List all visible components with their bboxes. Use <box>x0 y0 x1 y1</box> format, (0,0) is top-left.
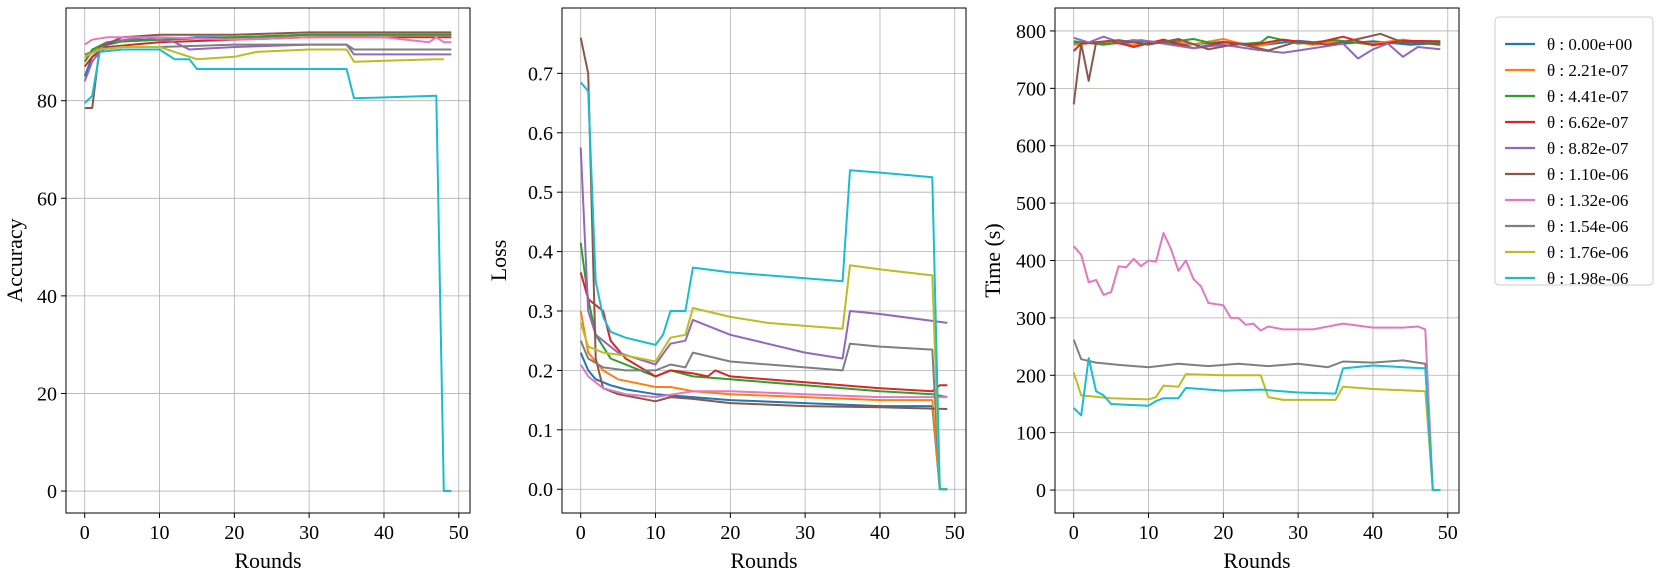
y-tick-label: 700 <box>1016 78 1046 100</box>
series-line-7 <box>1072 232 1441 491</box>
y-tick-label: 0 <box>1036 480 1046 502</box>
x-tick-label: 10 <box>1139 522 1159 544</box>
legend-entry-label: θ : 6.62e-07 <box>1547 113 1629 132</box>
y-tick-label: 60 <box>37 188 57 210</box>
y-tick-label: 0.6 <box>528 123 553 145</box>
legend-entry-label: θ : 2.21e-07 <box>1547 61 1629 80</box>
series-line-6 <box>579 37 948 410</box>
x-tick-label: 40 <box>374 522 394 544</box>
y-tick-label: 20 <box>37 383 57 405</box>
x-tick-label: 20 <box>720 522 740 544</box>
y-axis-label: Time (s) <box>980 223 1005 297</box>
x-axis-label: Rounds <box>730 548 797 573</box>
series-group <box>83 31 452 492</box>
x-tick-label: 10 <box>646 522 666 544</box>
y-axis-label: Accuracy <box>2 218 27 302</box>
series-line-8 <box>579 340 948 491</box>
legend-entry-label: θ : 1.98e-06 <box>1547 269 1628 288</box>
series-line-1 <box>579 352 948 491</box>
series-line-6 <box>1072 32 1441 105</box>
y-tick-label: 40 <box>37 286 57 308</box>
y-tick-label: 100 <box>1016 423 1046 445</box>
legend-entry-label: θ : 4.41e-07 <box>1547 87 1629 106</box>
y-tick-label: 0.5 <box>528 182 553 204</box>
x-tick-label: 50 <box>1438 522 1458 544</box>
series-group <box>1072 32 1441 491</box>
legend-entry-label: θ : 0.00e+00 <box>1547 35 1632 54</box>
legend-entry-label: θ : 1.32e-06 <box>1547 191 1628 210</box>
series-line-10 <box>579 81 948 491</box>
y-tick-label: 500 <box>1016 193 1046 215</box>
x-tick-label: 30 <box>299 522 319 544</box>
y-tick-label: 400 <box>1016 251 1046 273</box>
legend-entry-label: θ : 1.10e-06 <box>1547 165 1628 184</box>
x-tick-label: 0 <box>80 522 90 544</box>
series-line-6 <box>84 31 452 109</box>
axes-frame <box>561 7 967 514</box>
y-tick-label: 0.3 <box>528 301 553 323</box>
y-axis-label: Loss <box>486 240 511 282</box>
accuracy-panel: 0 10 20 30 40 50 0 20 40 60 80 Rounds Accuracy <box>2 7 471 573</box>
y-tick-label: 0.0 <box>528 479 553 501</box>
y-tick-label: 80 <box>37 91 57 113</box>
legend-entry-label: θ : 1.54e-06 <box>1547 217 1628 236</box>
x-tick-label: 40 <box>870 522 890 544</box>
series-group <box>579 37 948 491</box>
y-tick-label: 800 <box>1016 21 1046 43</box>
time-panel: 0 10 20 30 40 500100200300400500600700800Roun… <box>980 7 1460 573</box>
x-axis-label: Rounds <box>234 548 301 573</box>
x-tick-label: 30 <box>795 522 815 544</box>
series-line-9 <box>84 46 444 63</box>
x-tick-label: 0 <box>576 522 586 544</box>
x-tick-label: 40 <box>1363 522 1383 544</box>
x-axis-label: Rounds <box>1223 548 1290 573</box>
x-tick-label: 20 <box>224 522 244 544</box>
legend-frame <box>1494 16 1654 286</box>
y-tick-label: 0.2 <box>528 360 553 382</box>
series-line-7 <box>84 36 452 46</box>
series-line-9 <box>1072 372 1441 491</box>
series-line-8 <box>1072 339 1441 491</box>
series-line-4 <box>579 272 948 393</box>
series-line-5 <box>579 147 948 366</box>
y-tick-label: 0.4 <box>528 242 553 264</box>
legend-entry-label: θ : 8.82e-07 <box>1547 139 1629 158</box>
x-tick-label: 50 <box>449 522 469 544</box>
y-tick-label: 0.1 <box>528 420 553 442</box>
y-tick-label: 300 <box>1016 308 1046 330</box>
series-line-10 <box>84 48 452 492</box>
x-tick-label: 50 <box>945 522 965 544</box>
x-tick-label: 30 <box>1288 522 1308 544</box>
series-line-9 <box>579 264 948 491</box>
y-tick-label: 600 <box>1016 136 1046 158</box>
y-tick-label: 200 <box>1016 365 1046 387</box>
series-line-10 <box>1072 357 1441 491</box>
axes-frame <box>65 7 471 514</box>
series-line-2 <box>579 310 948 491</box>
y-tick-label: 0.7 <box>528 63 553 85</box>
loss-panel: 0 10 20 30 40 50 0.0 0.1 0.2 0.3 0.4 0.5 0.6 0.7 Round… <box>486 7 967 573</box>
x-tick-label: 0 <box>1069 522 1079 544</box>
y-tick-label: 0 <box>47 481 57 503</box>
legend-entry-label: θ : 1.76e-06 <box>1547 243 1628 262</box>
series-line-7 <box>579 363 948 399</box>
x-tick-label: 20 <box>1213 522 1233 544</box>
legend: θ : 0.00e+00 θ : 2.21e-07 θ : 4.41e-07 θ : … <box>1494 16 1654 288</box>
series-line-3 <box>579 242 948 399</box>
x-tick-label: 10 <box>150 522 170 544</box>
